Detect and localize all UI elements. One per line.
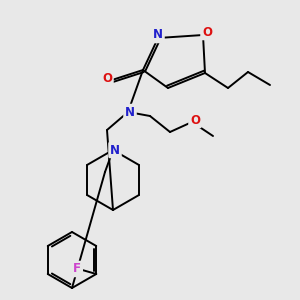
Text: F: F [73,262,81,275]
Text: O: O [202,26,212,38]
Text: O: O [102,71,112,85]
Text: O: O [190,113,200,127]
Text: N: N [110,143,120,157]
Text: N: N [153,28,163,41]
Text: N: N [125,106,135,118]
